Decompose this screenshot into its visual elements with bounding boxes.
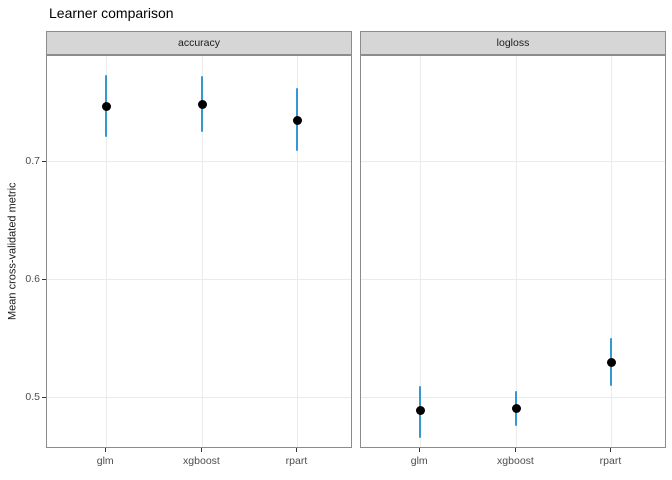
major-gridline-horizontal	[47, 396, 351, 398]
mean-point-glm	[415, 406, 425, 416]
major-gridline-horizontal	[361, 278, 665, 280]
plot-title: Learner comparison	[49, 5, 174, 21]
major-gridline-vertical	[105, 56, 107, 447]
y-axis-tick-label: 0.5	[25, 390, 40, 403]
x-axis-tick-mark	[610, 448, 612, 452]
major-gridline-horizontal	[361, 160, 665, 162]
mean-point-xgboost	[197, 99, 207, 109]
x-axis-tick-label: rpart	[285, 455, 308, 467]
facet-panel-logloss	[360, 55, 666, 448]
major-gridline-vertical	[515, 56, 517, 447]
x-axis-tick-mark	[105, 448, 107, 452]
y-axis-tick-mark	[42, 160, 46, 162]
major-gridline-horizontal	[361, 396, 665, 398]
major-gridline-horizontal	[47, 278, 351, 280]
y-axis-tick-label: 0.6	[25, 272, 40, 285]
mean-point-rpart	[606, 358, 616, 368]
facet-panel-accuracy	[46, 55, 352, 448]
x-axis-tick-label: glm	[410, 455, 428, 467]
y-axis-tick-mark	[42, 396, 46, 398]
major-gridline-vertical	[201, 56, 203, 447]
mean-point-xgboost	[511, 404, 521, 414]
x-axis-tick-label: xgboost	[497, 455, 534, 467]
x-axis-tick-label: rpart	[599, 455, 622, 467]
y-axis-tick-mark	[42, 278, 46, 280]
y-axis-title: Mean cross-validated metric	[6, 182, 19, 321]
mean-point-rpart	[292, 116, 302, 126]
major-gridline-horizontal	[47, 160, 351, 162]
facet-strip: accuracy	[46, 31, 352, 55]
major-gridline-vertical	[296, 56, 298, 447]
x-axis-tick-mark	[419, 448, 421, 452]
x-axis-tick-mark	[296, 448, 298, 452]
x-axis-tick-label: xgboost	[183, 455, 220, 467]
facet-strip-label: accuracy	[177, 37, 220, 49]
major-gridline-vertical	[610, 56, 612, 447]
mean-point-glm	[101, 101, 111, 111]
facet-strip-label: logloss	[496, 37, 530, 49]
x-axis-tick-mark	[515, 448, 517, 452]
x-axis-tick-mark	[201, 448, 203, 452]
facet-strip: logloss	[360, 31, 666, 55]
y-axis-tick-label: 0.7	[25, 154, 40, 167]
x-axis-tick-label: glm	[96, 455, 114, 467]
major-gridline-vertical	[419, 56, 421, 447]
